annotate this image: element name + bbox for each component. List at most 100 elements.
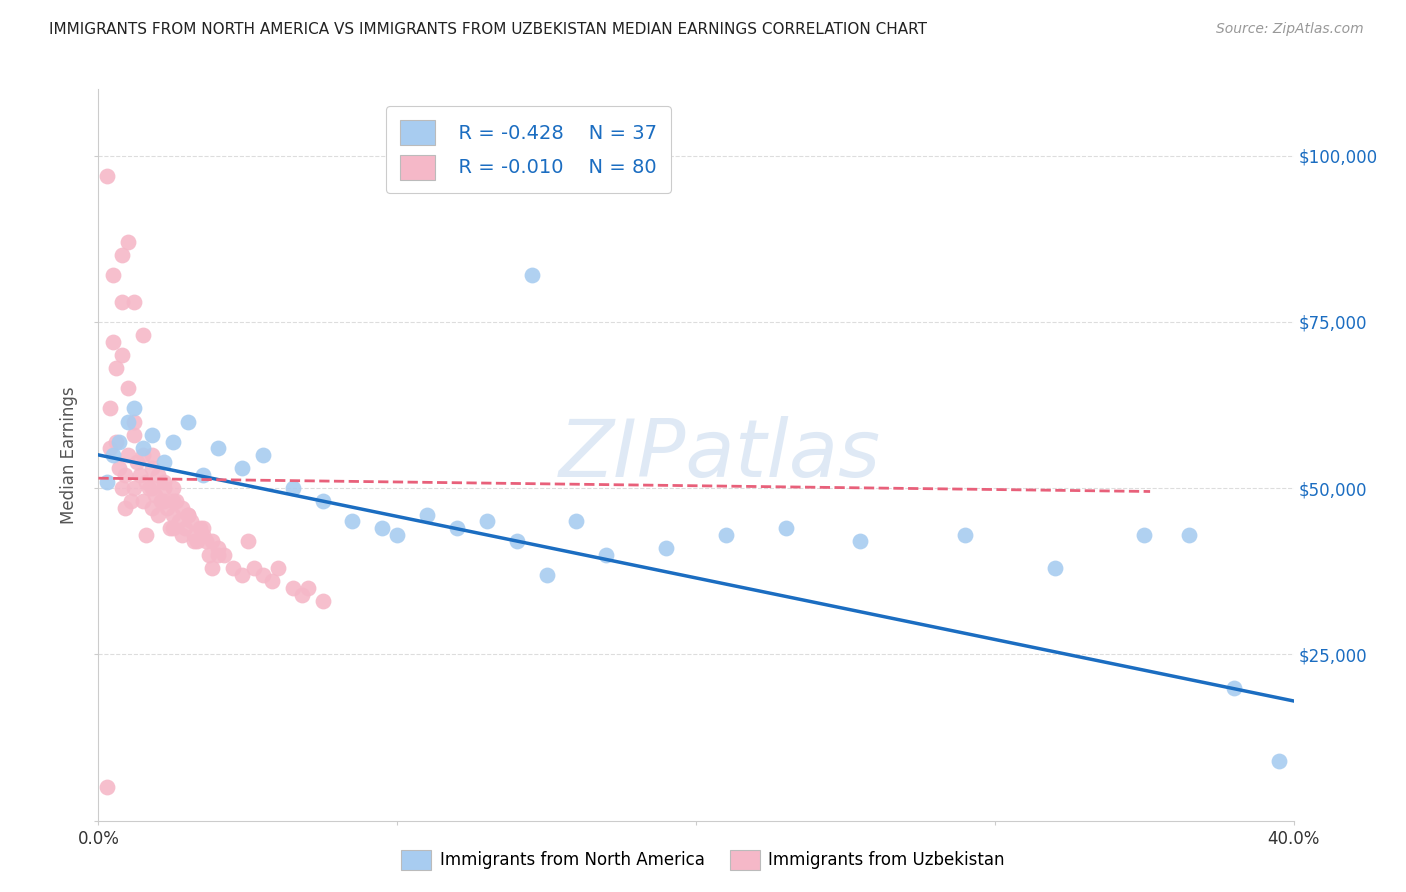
Point [117, 415, 139, 429]
Point [162, 508, 184, 522]
Point [565, 515, 588, 529]
Point [141, 481, 163, 495]
Point [156, 501, 179, 516]
Point [177, 415, 200, 429]
Point [207, 541, 229, 555]
Point [281, 481, 304, 495]
Point [371, 521, 394, 535]
Point [153, 454, 176, 468]
Point [132, 494, 155, 508]
Text: IMMIGRANTS FROM NORTH AMERICA VS IMMIGRANTS FROM UZBEKISTAN MEDIAN EARNINGS CORR: IMMIGRANTS FROM NORTH AMERICA VS IMMIGRA… [49, 22, 927, 37]
Point [231, 461, 253, 475]
Point [103, 334, 125, 349]
Point [775, 521, 797, 535]
Point [475, 515, 498, 529]
Point [132, 442, 155, 456]
Point [446, 521, 468, 535]
Point [96, 780, 118, 795]
Point [117, 381, 139, 395]
Point [183, 527, 205, 541]
Point [129, 467, 152, 482]
Point [207, 548, 229, 562]
Point [141, 428, 163, 442]
Point [1133, 527, 1156, 541]
Point [252, 567, 274, 582]
Point [506, 534, 529, 549]
Point [236, 534, 259, 549]
Point [124, 415, 146, 429]
Point [111, 295, 134, 310]
Point [150, 494, 173, 508]
Point [132, 328, 155, 343]
Text: Source: ZipAtlas.com: Source: ZipAtlas.com [1216, 22, 1364, 37]
Point [297, 581, 319, 595]
Point [108, 461, 131, 475]
Point [291, 588, 314, 602]
Point [1043, 561, 1066, 575]
Point [953, 527, 976, 541]
Point [212, 548, 235, 562]
Point [267, 561, 290, 575]
Point [1223, 681, 1246, 695]
Point [148, 467, 170, 482]
Point [252, 448, 274, 462]
Point [153, 475, 176, 489]
Point [180, 515, 202, 529]
Point [124, 401, 146, 416]
Point [98, 401, 122, 416]
Point [108, 434, 131, 449]
Point [111, 481, 134, 495]
Point [148, 508, 170, 522]
Point [191, 467, 214, 482]
Legend: Immigrants from North America, Immigrants from Uzbekistan: Immigrants from North America, Immigrant… [395, 843, 1011, 877]
Point [103, 448, 125, 462]
Text: ZIPatlas: ZIPatlas [558, 416, 882, 494]
Point [1178, 527, 1201, 541]
Point [141, 461, 163, 475]
Point [191, 527, 214, 541]
Point [132, 448, 155, 462]
Point [198, 548, 221, 562]
Point [172, 501, 194, 516]
Point [222, 561, 245, 575]
Point [96, 475, 118, 489]
Point [162, 521, 184, 535]
Point [174, 521, 197, 535]
Point [281, 581, 304, 595]
Point [849, 534, 872, 549]
Point [135, 527, 157, 541]
Point [416, 508, 439, 522]
Point [162, 481, 184, 495]
Point [243, 561, 266, 575]
Point [143, 488, 166, 502]
Point [141, 448, 163, 462]
Point [162, 494, 184, 508]
Point [162, 434, 184, 449]
Point [342, 515, 364, 529]
Point [103, 268, 125, 283]
Point [536, 567, 558, 582]
Point [124, 481, 146, 495]
Point [117, 448, 139, 462]
Y-axis label: Median Earnings: Median Earnings [60, 386, 79, 524]
Point [120, 494, 142, 508]
Point [124, 428, 146, 442]
Point [201, 534, 224, 549]
Point [655, 541, 678, 555]
Point [195, 534, 218, 549]
Point [117, 235, 139, 249]
Point [165, 494, 187, 508]
Point [207, 442, 229, 456]
Point [105, 434, 128, 449]
Point [105, 361, 128, 376]
Point [714, 527, 737, 541]
Point [124, 295, 146, 310]
Point [201, 561, 224, 575]
Point [172, 527, 194, 541]
Point [114, 467, 136, 482]
Point [153, 494, 176, 508]
Point [135, 475, 157, 489]
Point [159, 521, 181, 535]
Point [138, 481, 160, 495]
Point [385, 527, 409, 541]
